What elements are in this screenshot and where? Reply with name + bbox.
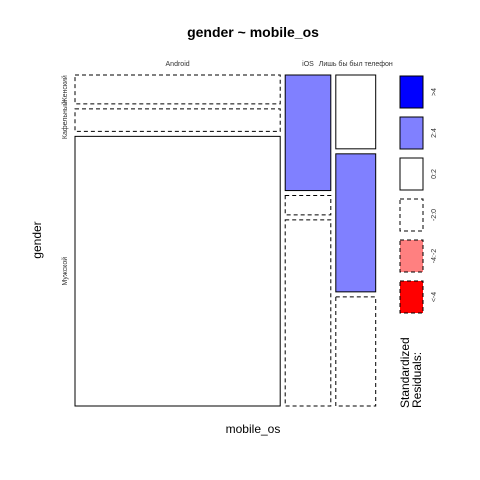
legend-label-4: -4:-2 (431, 249, 438, 264)
mosaic-cell-2-2 (335, 296, 377, 407)
mosaic-cell-2-0 (335, 74, 377, 150)
column-label-0: Android (166, 61, 190, 68)
mosaic-cells (74, 74, 377, 407)
y-axis-label: gender (30, 221, 44, 258)
mosaic-cell-2-1 (335, 153, 377, 293)
legend-swatch-0 (399, 75, 424, 109)
legend-swatch-2 (399, 157, 424, 191)
column-label-2: Лишь бы был телефон (319, 60, 393, 68)
mosaic-cell-0-1 (74, 108, 281, 132)
x-axis-label: mobile_os (226, 422, 281, 436)
column-label-1: iOS (302, 61, 314, 68)
legend-swatch-1 (399, 116, 424, 150)
legend-label-2: 0:2 (431, 169, 438, 179)
legend-label-0: >4 (431, 88, 438, 96)
legend: >4 2:4 0:2 -2:0 -4:-2 <-4 (399, 75, 438, 314)
mosaic-cell-1-2 (284, 219, 332, 407)
legend-label-3: -2:0 (431, 209, 438, 221)
legend-swatch-3 (399, 198, 424, 232)
chart-title: gender ~ mobile_os (187, 24, 319, 40)
legend-label-1: 2:4 (431, 128, 438, 138)
legend-swatch-5 (399, 280, 424, 314)
mosaic-cell-1-0 (284, 74, 332, 192)
mosaic-cell-0-2 (74, 135, 281, 407)
legend-swatch-4 (399, 239, 424, 273)
row-label-0: Женский (61, 75, 69, 104)
row-label-2: Мужской (61, 257, 69, 286)
mosaic-cell-0-0 (74, 74, 281, 105)
legend-title-line1: Standardized (398, 337, 412, 408)
legend-title-line2: Residuals: (410, 352, 424, 408)
column-labels: Android iOS Лишь бы был телефон (166, 60, 393, 68)
legend-label-5: <-4 (431, 292, 438, 302)
mosaic-cell-1-1 (284, 195, 332, 216)
row-label-1: Кафельный (61, 101, 69, 139)
